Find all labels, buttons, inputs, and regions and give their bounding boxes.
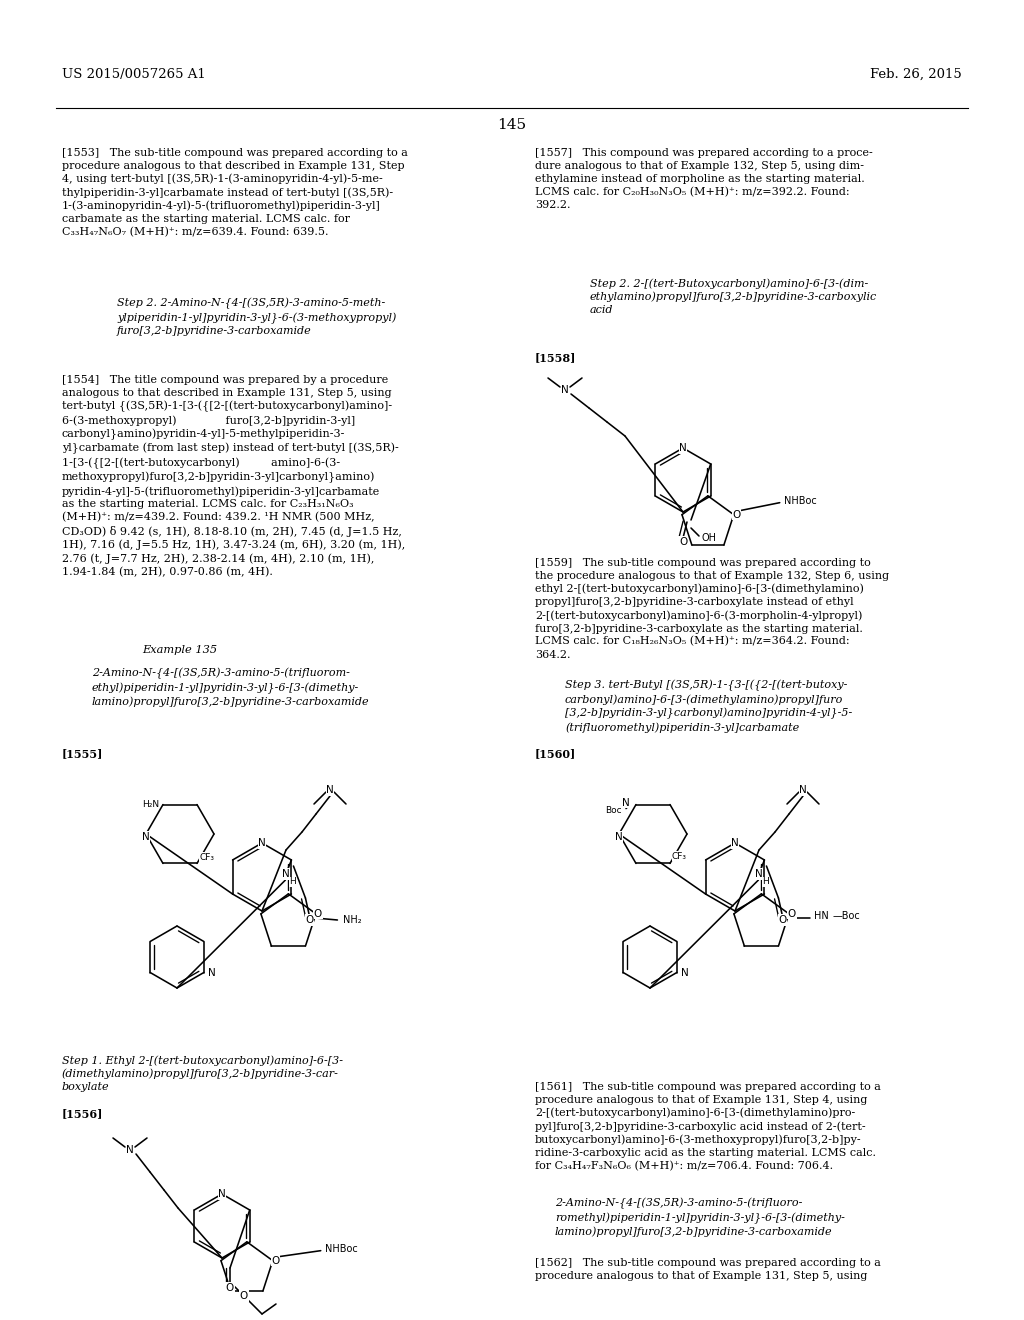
Text: 2-Amino-N-{4-[(3S,5R)-3-amino-5-(trifluoro-
romethyl)piperidin-1-yl]pyridin-3-yl: 2-Amino-N-{4-[(3S,5R)-3-amino-5-(trifluo… [555,1199,845,1237]
Text: N: N [326,785,334,795]
Text: Feb. 26, 2015: Feb. 26, 2015 [870,69,962,81]
Text: Boc: Boc [605,807,622,814]
Text: [1556]: [1556] [62,1107,103,1119]
Text: N: N [755,869,762,879]
Text: [1554]   The title compound was prepared by a procedure
analogous to that descri: [1554] The title compound was prepared b… [62,375,406,577]
Text: N: N [126,1144,134,1155]
Text: [1560]: [1560] [535,748,577,759]
Text: O: O [679,537,687,546]
Text: N: N [258,838,266,847]
Text: O: O [732,510,741,520]
Text: O: O [226,1283,234,1294]
Text: 2-Amino-N-{4-[(3S,5R)-3-amino-5-(trifluorom-
ethyl)piperidin-1-yl]pyridin-3-yl}-: 2-Amino-N-{4-[(3S,5R)-3-amino-5-(trifluo… [92,668,370,708]
Text: Step 2. 2-[(tert-Butoxycarbonyl)amino]-6-[3-(dim-
ethylamino)propyl]furo[3,2-b]p: Step 2. 2-[(tert-Butoxycarbonyl)amino]-6… [590,279,878,315]
Text: CF₃: CF₃ [199,853,214,862]
Text: [1555]: [1555] [62,748,103,759]
Text: NH₂: NH₂ [343,915,362,925]
Text: NHBoc: NHBoc [325,1243,357,1254]
Text: CF₃: CF₃ [672,851,687,861]
Text: Example 135: Example 135 [142,645,217,655]
Text: O: O [271,1255,280,1266]
Text: [1553]   The sub-title compound was prepared according to a
procedure analogous : [1553] The sub-title compound was prepar… [62,148,408,238]
Text: [1558]: [1558] [535,352,577,363]
Text: N: N [615,832,623,842]
Text: O: O [787,909,796,919]
Text: —Boc: —Boc [833,911,860,921]
Text: N: N [799,785,807,795]
Text: N: N [282,869,290,879]
Text: O: O [778,915,786,925]
Text: [1561]   The sub-title compound was prepared according to a
procedure analogous : [1561] The sub-title compound was prepar… [535,1082,881,1172]
Text: [1557]   This compound was prepared according to a proce-
dure analogous to that: [1557] This compound was prepared accord… [535,148,872,210]
Text: N: N [142,832,150,842]
Text: 145: 145 [498,117,526,132]
Text: N: N [731,838,739,847]
Text: OH: OH [701,533,716,543]
Text: N: N [218,1189,226,1199]
Text: Step 2. 2-Amino-N-{4-[(3S,5R)-3-amino-5-meth-
ylpiperidin-1-yl]pyridin-3-yl}-6-(: Step 2. 2-Amino-N-{4-[(3S,5R)-3-amino-5-… [117,298,396,337]
Text: O: O [313,909,323,919]
Text: US 2015/0057265 A1: US 2015/0057265 A1 [62,69,206,81]
Text: N: N [561,385,569,395]
Text: N: N [623,797,630,808]
Text: HN: HN [814,911,829,921]
Text: O: O [305,915,313,925]
Text: NHBoc: NHBoc [783,496,816,506]
Text: H₂N: H₂N [142,800,159,809]
Text: [1559]   The sub-title compound was prepared according to
the procedure analogou: [1559] The sub-title compound was prepar… [535,558,889,660]
Text: N: N [208,968,216,978]
Text: N: N [681,968,688,978]
Text: H: H [289,878,296,887]
Text: O: O [240,1291,248,1302]
Text: H: H [762,878,769,887]
Text: Step 1. Ethyl 2-[(tert-butoxycarbonyl)amino]-6-[3-
(dimethylamino)propyl]furo[3,: Step 1. Ethyl 2-[(tert-butoxycarbonyl)am… [62,1055,343,1092]
Text: [1562]   The sub-title compound was prepared according to a
procedure analogous : [1562] The sub-title compound was prepar… [535,1258,881,1280]
Text: N: N [679,444,687,453]
Text: Step 3. tert-Butyl [(3S,5R)-1-{3-[({2-[(tert-butoxy-
carbonyl)amino]-6-[3-(dimet: Step 3. tert-Butyl [(3S,5R)-1-{3-[({2-[(… [565,680,852,733]
